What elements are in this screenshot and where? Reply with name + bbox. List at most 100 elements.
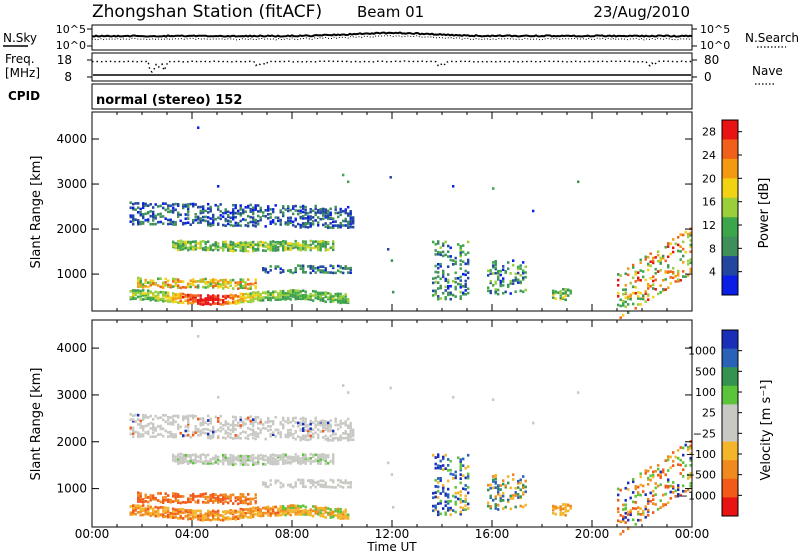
power-cell xyxy=(194,280,197,283)
velocity-cell xyxy=(344,481,347,485)
velocity-cell xyxy=(229,509,232,512)
power-cell xyxy=(177,284,180,287)
velocity-cell xyxy=(227,431,230,435)
nsearch-series-line xyxy=(91,34,693,41)
power-cell xyxy=(652,283,655,286)
power-cell xyxy=(322,245,325,248)
power-cell xyxy=(624,288,627,291)
power-cell xyxy=(337,269,340,272)
velocity-cell xyxy=(129,511,132,515)
power-cell xyxy=(559,292,562,296)
power-cell xyxy=(344,210,347,214)
velocity-cell xyxy=(139,498,142,502)
velocity-cell xyxy=(137,433,140,436)
velocity-cell xyxy=(499,496,502,500)
power-cell xyxy=(252,212,255,216)
power-cell xyxy=(449,255,452,258)
velocity-cell xyxy=(227,496,230,500)
power-cell xyxy=(209,246,212,250)
velocity-cell xyxy=(149,496,152,500)
velocity-cell xyxy=(437,489,440,493)
power-cell xyxy=(164,295,167,299)
velocity-cell xyxy=(149,435,152,439)
velocity-cell xyxy=(662,470,665,474)
velocity-cell xyxy=(322,436,325,439)
velocity-cell xyxy=(252,431,255,434)
velocity-cell xyxy=(657,473,660,477)
velocity-cell xyxy=(224,453,227,457)
velocity-cell xyxy=(242,495,245,498)
power-cell xyxy=(152,214,155,217)
power-cell xyxy=(152,206,155,209)
power-cell xyxy=(444,240,447,244)
power-cell xyxy=(242,210,245,214)
velocity-cell xyxy=(267,458,270,462)
power-cell xyxy=(234,302,237,305)
velocity-cell xyxy=(462,500,465,503)
power-cell xyxy=(277,219,280,223)
power-cell xyxy=(672,250,675,254)
velocity-cell xyxy=(192,509,195,513)
velocity-cell xyxy=(212,427,215,431)
velocity-cell xyxy=(207,514,210,517)
velocity-cell xyxy=(297,461,300,465)
velocity-cell xyxy=(237,458,240,462)
velocity-cell xyxy=(304,460,307,463)
power-cell xyxy=(214,298,217,301)
power-cell xyxy=(212,213,215,217)
velocity-cell xyxy=(449,506,452,510)
velocity-cell xyxy=(674,489,677,493)
velocity-cell xyxy=(147,512,150,516)
velocity-cell xyxy=(444,453,447,457)
power-cell xyxy=(257,293,260,296)
power-cell xyxy=(462,260,465,263)
power-cell xyxy=(154,296,157,299)
power-cell xyxy=(259,240,262,244)
velocity-cell xyxy=(199,429,202,433)
velocity-cell xyxy=(442,484,445,487)
velocity-cell xyxy=(207,414,210,418)
velocity-cell xyxy=(334,417,337,421)
power-cell xyxy=(232,300,235,304)
power-cell xyxy=(234,284,237,288)
velocity-cell xyxy=(274,460,277,464)
velocity-cell xyxy=(149,505,152,509)
velocity-cell xyxy=(202,460,205,464)
power-cell xyxy=(227,302,230,305)
velocity-cell xyxy=(147,416,150,419)
velocity-cell xyxy=(459,494,462,497)
velocity-cell xyxy=(309,508,312,511)
velocity-cell xyxy=(284,511,287,515)
velocity-cell xyxy=(204,459,207,463)
velocity-cell xyxy=(204,518,207,521)
power-cell xyxy=(314,296,317,300)
velocity-cell xyxy=(179,461,182,465)
velocity-cell xyxy=(299,423,302,426)
velocity-cell xyxy=(234,458,237,461)
velocity-cell xyxy=(434,504,437,508)
velocity-cell xyxy=(162,427,165,431)
velocity-cell xyxy=(209,499,212,502)
velocity-cell xyxy=(309,460,312,463)
velocity-cell xyxy=(504,484,507,488)
velocity-cell xyxy=(432,504,435,508)
velocity-cell xyxy=(324,459,327,463)
power-cell xyxy=(257,290,260,294)
power-cell xyxy=(234,211,237,215)
power-cell xyxy=(187,302,190,305)
power-cell xyxy=(139,283,142,287)
power-cell xyxy=(349,271,352,274)
velocity-cell xyxy=(322,423,325,427)
power-cell xyxy=(169,209,172,213)
velocity-cell xyxy=(322,453,325,456)
power-cell xyxy=(249,207,252,211)
power-cell xyxy=(224,243,227,246)
power-cell xyxy=(199,205,202,209)
velocity-cell xyxy=(252,515,255,519)
power-cell xyxy=(672,270,675,274)
power-cell xyxy=(164,291,167,294)
velocity-cell xyxy=(197,494,200,498)
velocity-cell xyxy=(224,456,227,460)
velocity-cell xyxy=(449,508,452,512)
power-cell xyxy=(662,288,665,291)
